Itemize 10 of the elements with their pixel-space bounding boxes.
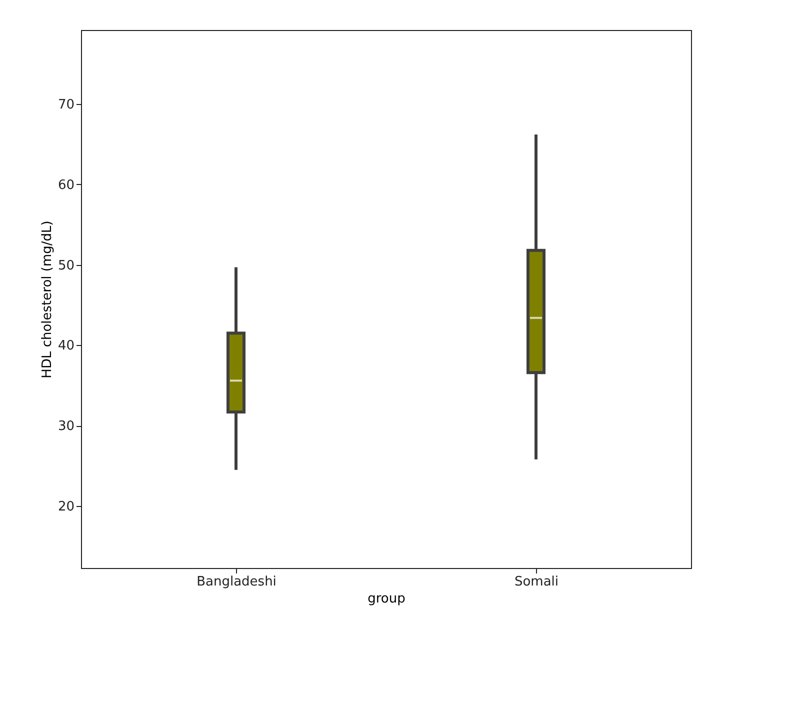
x-tick-label: Somali (514, 574, 559, 590)
y-tick-label: 50 (58, 258, 74, 274)
x-tick-label: Bangladeshi (196, 574, 276, 590)
y-axis-title: HDL cholesterol (mg/dL) (40, 220, 55, 378)
y-tick-label: 30 (58, 419, 74, 434)
y-tick-label: 20 (58, 500, 74, 515)
y-tick-label: 60 (58, 178, 74, 193)
x-axis-title: group (368, 592, 406, 606)
y-tick-label: 40 (58, 338, 74, 354)
y-tick-label: 70 (58, 97, 74, 112)
